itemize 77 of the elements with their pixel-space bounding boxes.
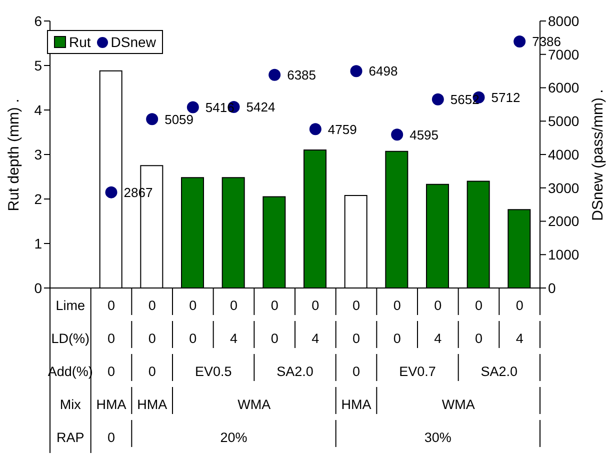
- point: [514, 35, 526, 48]
- y-tick-label: 5: [34, 57, 42, 74]
- y2-tick-label: 1000: [548, 246, 580, 263]
- text: 0: [434, 298, 442, 313]
- y2-axis-title: DSnew (pass/mm) .: [590, 88, 606, 220]
- point: [350, 65, 362, 78]
- text: 0: [107, 331, 116, 346]
- text: RAP: [56, 430, 84, 445]
- point: [268, 68, 281, 81]
- text: WMA: [238, 397, 271, 412]
- text: 0: [474, 298, 483, 313]
- data-label: 4595: [410, 127, 439, 142]
- text: HMA: [137, 397, 168, 412]
- text: 0: [107, 364, 116, 379]
- legend-label: Rut: [69, 34, 91, 50]
- y-axis-title: Rut depth (mm) .: [6, 98, 22, 211]
- text: 0: [352, 364, 360, 379]
- text: 0: [230, 298, 238, 313]
- y-tick-label: 3: [34, 146, 42, 162]
- text: 4: [434, 331, 442, 346]
- text: 0: [148, 364, 156, 379]
- point: [309, 123, 322, 136]
- point: [105, 186, 118, 198]
- text: 0: [352, 298, 360, 313]
- y2-tick-label: 5000: [548, 113, 580, 130]
- text: 0: [393, 331, 401, 346]
- y-tick-label: 4: [34, 102, 42, 118]
- text: 0: [107, 430, 116, 445]
- y2-tick-label: 6000: [548, 80, 580, 96]
- data-label: 4759: [328, 122, 357, 137]
- text: HMA: [96, 397, 126, 412]
- text: 0: [107, 298, 116, 313]
- text: SA2.0: [276, 364, 314, 379]
- text: 0: [516, 298, 524, 313]
- point: [186, 101, 199, 114]
- text: EV0.5: [194, 364, 232, 379]
- y2-tick-label: 3000: [548, 180, 580, 196]
- text: 4: [312, 331, 320, 346]
- y-tick-label: 0: [34, 280, 42, 296]
- text: 0: [312, 298, 320, 313]
- point: [146, 113, 158, 126]
- y-tick-label: 2: [34, 190, 42, 207]
- point: [391, 128, 404, 141]
- data-label: 6385: [287, 68, 316, 83]
- text: 0: [352, 331, 360, 346]
- text: 0: [270, 331, 278, 346]
- y2-tick-label: 8000: [548, 12, 580, 29]
- text: 0: [270, 298, 278, 313]
- text: 20%: [220, 430, 248, 445]
- text: Lime: [56, 298, 86, 313]
- text: WMA: [442, 397, 475, 412]
- text: 0: [393, 298, 401, 313]
- text: EV0.7: [399, 364, 436, 379]
- y2-tick-label: 0: [548, 280, 556, 296]
- text: LD(%): [51, 331, 90, 346]
- y2-tick-label: 7000: [548, 46, 580, 62]
- legend-label: DSnew: [110, 34, 156, 50]
- y2-tick-label: 4000: [548, 146, 580, 162]
- point: [432, 93, 444, 106]
- text: 30%: [424, 430, 452, 445]
- text: SA2.0: [480, 364, 518, 379]
- text: HMA: [341, 397, 372, 412]
- text: Mix: [60, 397, 82, 412]
- data-label: 6498: [368, 64, 398, 79]
- y-tick-label: 1: [34, 235, 42, 252]
- text: 0: [189, 298, 197, 313]
- text: 0: [474, 331, 483, 346]
- text: 4: [516, 331, 524, 346]
- text: 0: [148, 331, 156, 346]
- text: 0: [148, 298, 156, 313]
- data-label: 5712: [491, 90, 520, 105]
- data-label: 5424: [246, 100, 276, 115]
- y2-tick-label: 2000: [548, 213, 580, 230]
- text: 4: [230, 331, 238, 346]
- text: 0: [189, 331, 197, 346]
- y-tick-label: 6: [34, 12, 42, 29]
- data-label: 5059: [164, 112, 194, 127]
